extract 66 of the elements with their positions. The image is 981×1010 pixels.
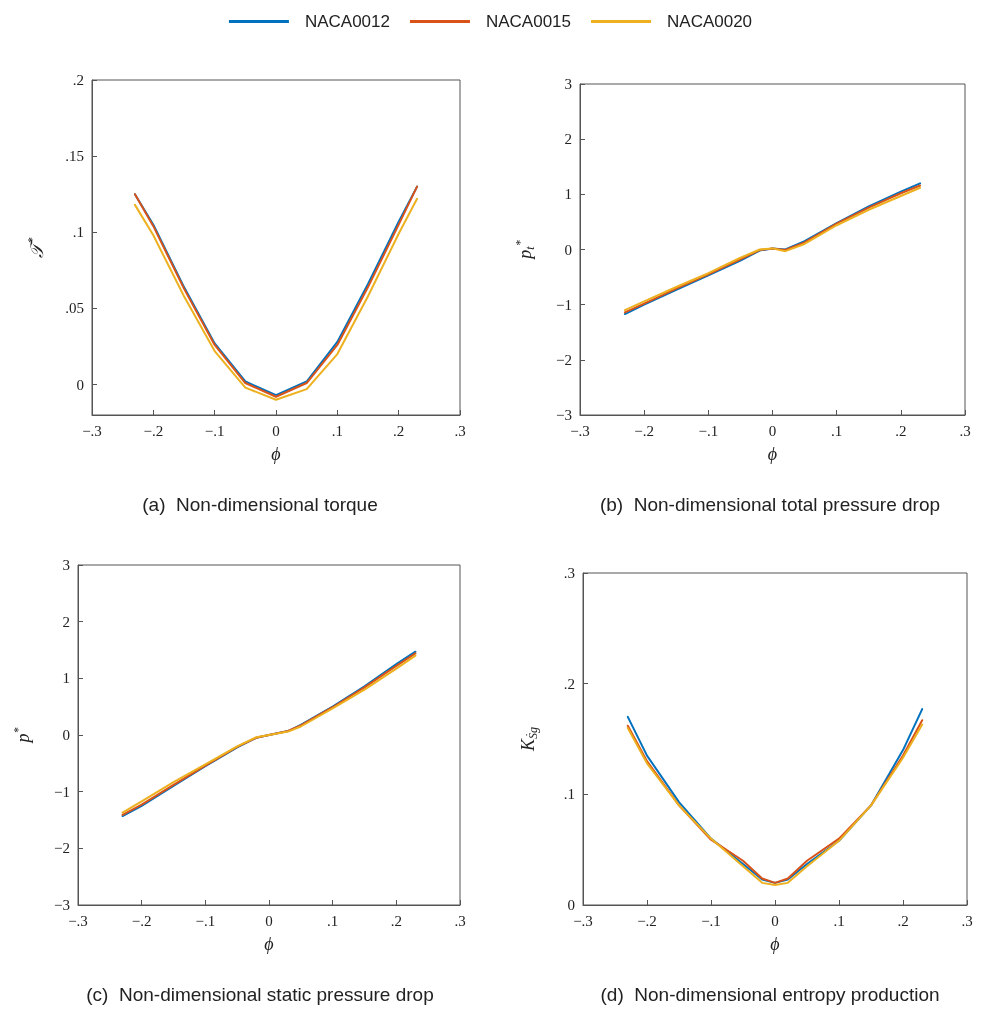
x-axis-title: ϕ	[767, 444, 778, 464]
x-tick-label: .2	[390, 912, 402, 929]
x-tick-label: .1	[327, 912, 339, 929]
x-tick-label: −.2	[143, 422, 164, 439]
y-tick-label: 0	[567, 897, 575, 913]
legend-label: NACA0020	[667, 12, 753, 31]
y-tick-label: 1	[62, 670, 70, 687]
y-tick-label: −1	[54, 783, 70, 800]
y-tick-label: 2	[62, 613, 70, 630]
text: (d) Non-dimensional entropy production	[600, 984, 940, 1005]
text: (c) Non-dimensional static pressure drop	[86, 984, 434, 1005]
x-tick-label: .3	[454, 912, 466, 929]
y-tick-label: −2	[556, 351, 572, 368]
y-axis-title: pt*	[513, 240, 537, 261]
x-axis-title: ϕ	[264, 934, 274, 954]
y-tick-label: 1	[564, 186, 572, 203]
y-tick-label: .15	[65, 148, 84, 165]
y-tick-label: .05	[65, 300, 84, 317]
x-tick-label: 0	[265, 912, 273, 929]
y-tick-label: −1	[556, 296, 572, 313]
x-tick-label: −.3	[573, 912, 593, 929]
y-tick-label: 0	[564, 241, 572, 258]
y-axis-title: 𝒯*	[25, 237, 47, 258]
x-tick-label: −.2	[634, 422, 655, 439]
x-tick-label: .2	[895, 422, 907, 439]
y-tick-label: 0	[62, 727, 70, 743]
text: (a) Non-dimensional torque	[142, 494, 378, 515]
x-tick-label: −.3	[68, 912, 88, 929]
x-tick-label: .3	[961, 912, 973, 929]
y-tick-label: .2	[72, 72, 84, 88]
x-axis-title: ϕ	[271, 444, 281, 464]
x-tick-label: .1	[831, 422, 843, 439]
y-axis-title: KṠg	[518, 727, 540, 753]
x-tick-label: 0	[771, 912, 779, 929]
legend-label: NACA0015	[485, 12, 572, 31]
y-tick-label: 3	[564, 76, 572, 92]
y-tick-label: .3	[563, 565, 575, 581]
y-tick-label: .1	[72, 224, 84, 241]
y-tick-label: 0	[76, 376, 84, 393]
legend-label: NACA0012	[304, 12, 390, 31]
x-tick-label: .1	[833, 912, 845, 929]
y-tick-label: 2	[564, 131, 572, 148]
y-tick-label: −2	[54, 840, 70, 857]
y-tick-label: −3	[556, 407, 572, 423]
x-tick-label: .1	[331, 422, 343, 439]
x-tick-label: .2	[897, 912, 909, 929]
y-tick-label: 3	[62, 557, 70, 573]
x-axis-title: ϕ	[770, 934, 780, 954]
y-tick-label: .2	[563, 675, 575, 692]
x-tick-label: 0	[768, 422, 777, 439]
y-axis-title: p*	[11, 727, 33, 745]
x-tick-label: −.3	[82, 422, 102, 439]
x-tick-label: −.3	[570, 422, 590, 439]
x-tick-label: .3	[454, 422, 466, 439]
x-tick-label: 0	[272, 422, 280, 439]
text: (b) Non-dimensional total pressure drop	[599, 494, 941, 515]
x-tick-label: .2	[393, 422, 405, 439]
x-tick-label: −.1	[698, 422, 719, 439]
x-tick-label: −.2	[131, 912, 152, 929]
x-tick-label: −.1	[195, 912, 216, 929]
x-tick-label: −.2	[637, 912, 657, 929]
y-tick-label: .1	[563, 786, 575, 803]
x-tick-label: −.1	[701, 912, 721, 929]
x-tick-label: .3	[959, 422, 971, 439]
x-tick-label: −.1	[204, 422, 225, 439]
y-tick-label: −3	[54, 897, 70, 913]
